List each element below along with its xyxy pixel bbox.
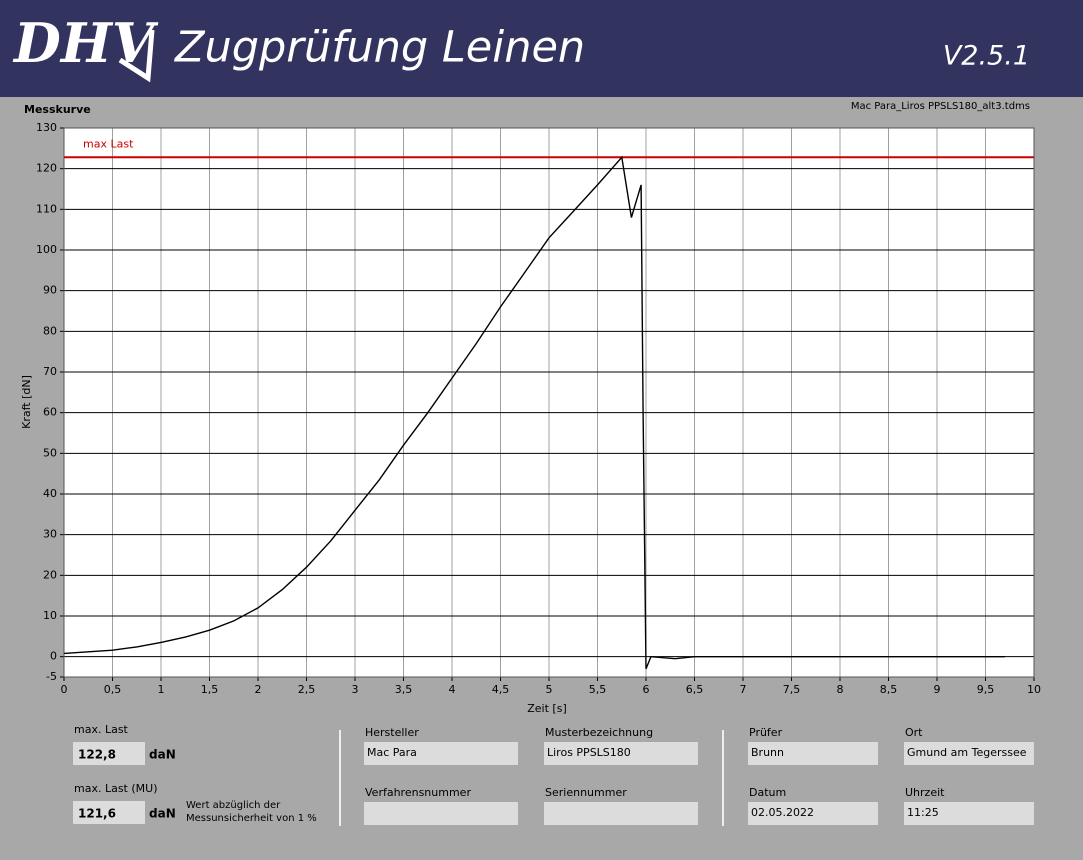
- x-tick-label: 4,5: [492, 683, 510, 696]
- note: Messunsicherheit von 1 %: [186, 813, 317, 824]
- x-tick-label: 7,5: [783, 683, 801, 696]
- y-tick-label: 40: [43, 487, 57, 500]
- field-label: max. Last (MU): [74, 782, 158, 795]
- max-load-label: max Last: [83, 137, 134, 150]
- field-label: Uhrzeit: [905, 786, 945, 799]
- field-box: [544, 742, 698, 765]
- y-tick-label: 50: [43, 446, 57, 459]
- x-tick-label: 2,5: [298, 683, 316, 696]
- x-tick-label: 8,5: [880, 683, 898, 696]
- field-box: [904, 742, 1034, 765]
- y-tick-label: 80: [43, 324, 57, 337]
- field-value: Gmund am Tegerssee: [907, 746, 1027, 759]
- field-box: [544, 802, 698, 825]
- plot-border: [63, 127, 1035, 678]
- x-tick-label: 0,5: [104, 683, 122, 696]
- x-tick-label: 8: [837, 683, 844, 696]
- x-tick-label: 10: [1027, 683, 1041, 696]
- field-box: [364, 802, 518, 825]
- x-tick-label: 3: [352, 683, 359, 696]
- field-box: [364, 742, 518, 765]
- field-value: 121,6: [78, 807, 116, 821]
- field-label: Ort: [905, 726, 923, 739]
- x-tick-label: 1: [158, 683, 165, 696]
- field-value: 11:25: [907, 806, 939, 819]
- field-label: Seriennummer: [545, 786, 627, 799]
- field-label: max. Last: [74, 723, 129, 736]
- x-axis-label: Zeit [s]: [527, 702, 566, 715]
- field-label: Datum: [749, 786, 786, 799]
- field-box: [904, 802, 1034, 825]
- app-title: Zugprüfung Leinen: [174, 23, 585, 73]
- file-name: Mac Para_Liros PPSLS180_alt3.tdms: [851, 101, 1030, 112]
- field-value: Brunn: [751, 746, 784, 759]
- field-value: Mac Para: [367, 746, 417, 759]
- y-tick-label: 110: [36, 202, 57, 215]
- x-tick-label: 1,5: [201, 683, 219, 696]
- x-tick-label: 4: [449, 683, 456, 696]
- x-tick-label: 9,5: [977, 683, 995, 696]
- force-curve: [63, 155, 1005, 670]
- field-box: [748, 802, 878, 825]
- field-value: 02.05.2022: [751, 806, 814, 819]
- note: Wert abzüglich der: [186, 800, 281, 811]
- y-tick-label: 130: [36, 121, 57, 134]
- unit: daN: [149, 807, 176, 821]
- x-tick-label: 2: [255, 683, 262, 696]
- y-tick-label: 100: [36, 243, 57, 256]
- logo-swoosh: [118, 29, 155, 83]
- field-value: 122,8: [78, 748, 116, 762]
- y-tick-label: 10: [43, 609, 57, 622]
- y-tick-label: 60: [43, 406, 57, 419]
- x-tick-label: 5: [546, 683, 553, 696]
- field-box: [73, 742, 145, 765]
- field-value: Liros PPSLS180: [547, 746, 631, 759]
- y-tick-label: 90: [43, 284, 57, 297]
- field-label: Verfahrensnummer: [365, 786, 471, 799]
- y-axis-label: Kraft [dN]: [20, 375, 33, 429]
- x-tick-label: 5,5: [589, 683, 607, 696]
- field-box: [748, 742, 878, 765]
- field-box: [73, 801, 145, 824]
- field-label: Musterbezeichnung: [545, 726, 653, 739]
- unit: daN: [149, 748, 176, 762]
- logo: DHV: [12, 11, 159, 75]
- x-tick-label: 9: [934, 683, 941, 696]
- y-tick-label: 120: [36, 162, 57, 175]
- version: V2.5.1: [943, 41, 1030, 72]
- x-tick-label: 3,5: [395, 683, 413, 696]
- y-tick-label: 70: [43, 365, 57, 378]
- x-tick-label: 0: [61, 683, 68, 696]
- field-label: Hersteller: [365, 726, 419, 739]
- header-bar: [0, 0, 1083, 97]
- y-tick-label: 30: [43, 528, 57, 541]
- y-tick-label: -5: [46, 670, 57, 683]
- y-tick-label: 0: [50, 650, 57, 663]
- x-tick-label: 7: [740, 683, 747, 696]
- x-tick-label: 6: [643, 683, 650, 696]
- x-tick-label: 6,5: [686, 683, 704, 696]
- y-tick-label: 20: [43, 568, 57, 581]
- field-label: Prüfer: [749, 726, 783, 739]
- chart-title: Messkurve: [24, 103, 91, 116]
